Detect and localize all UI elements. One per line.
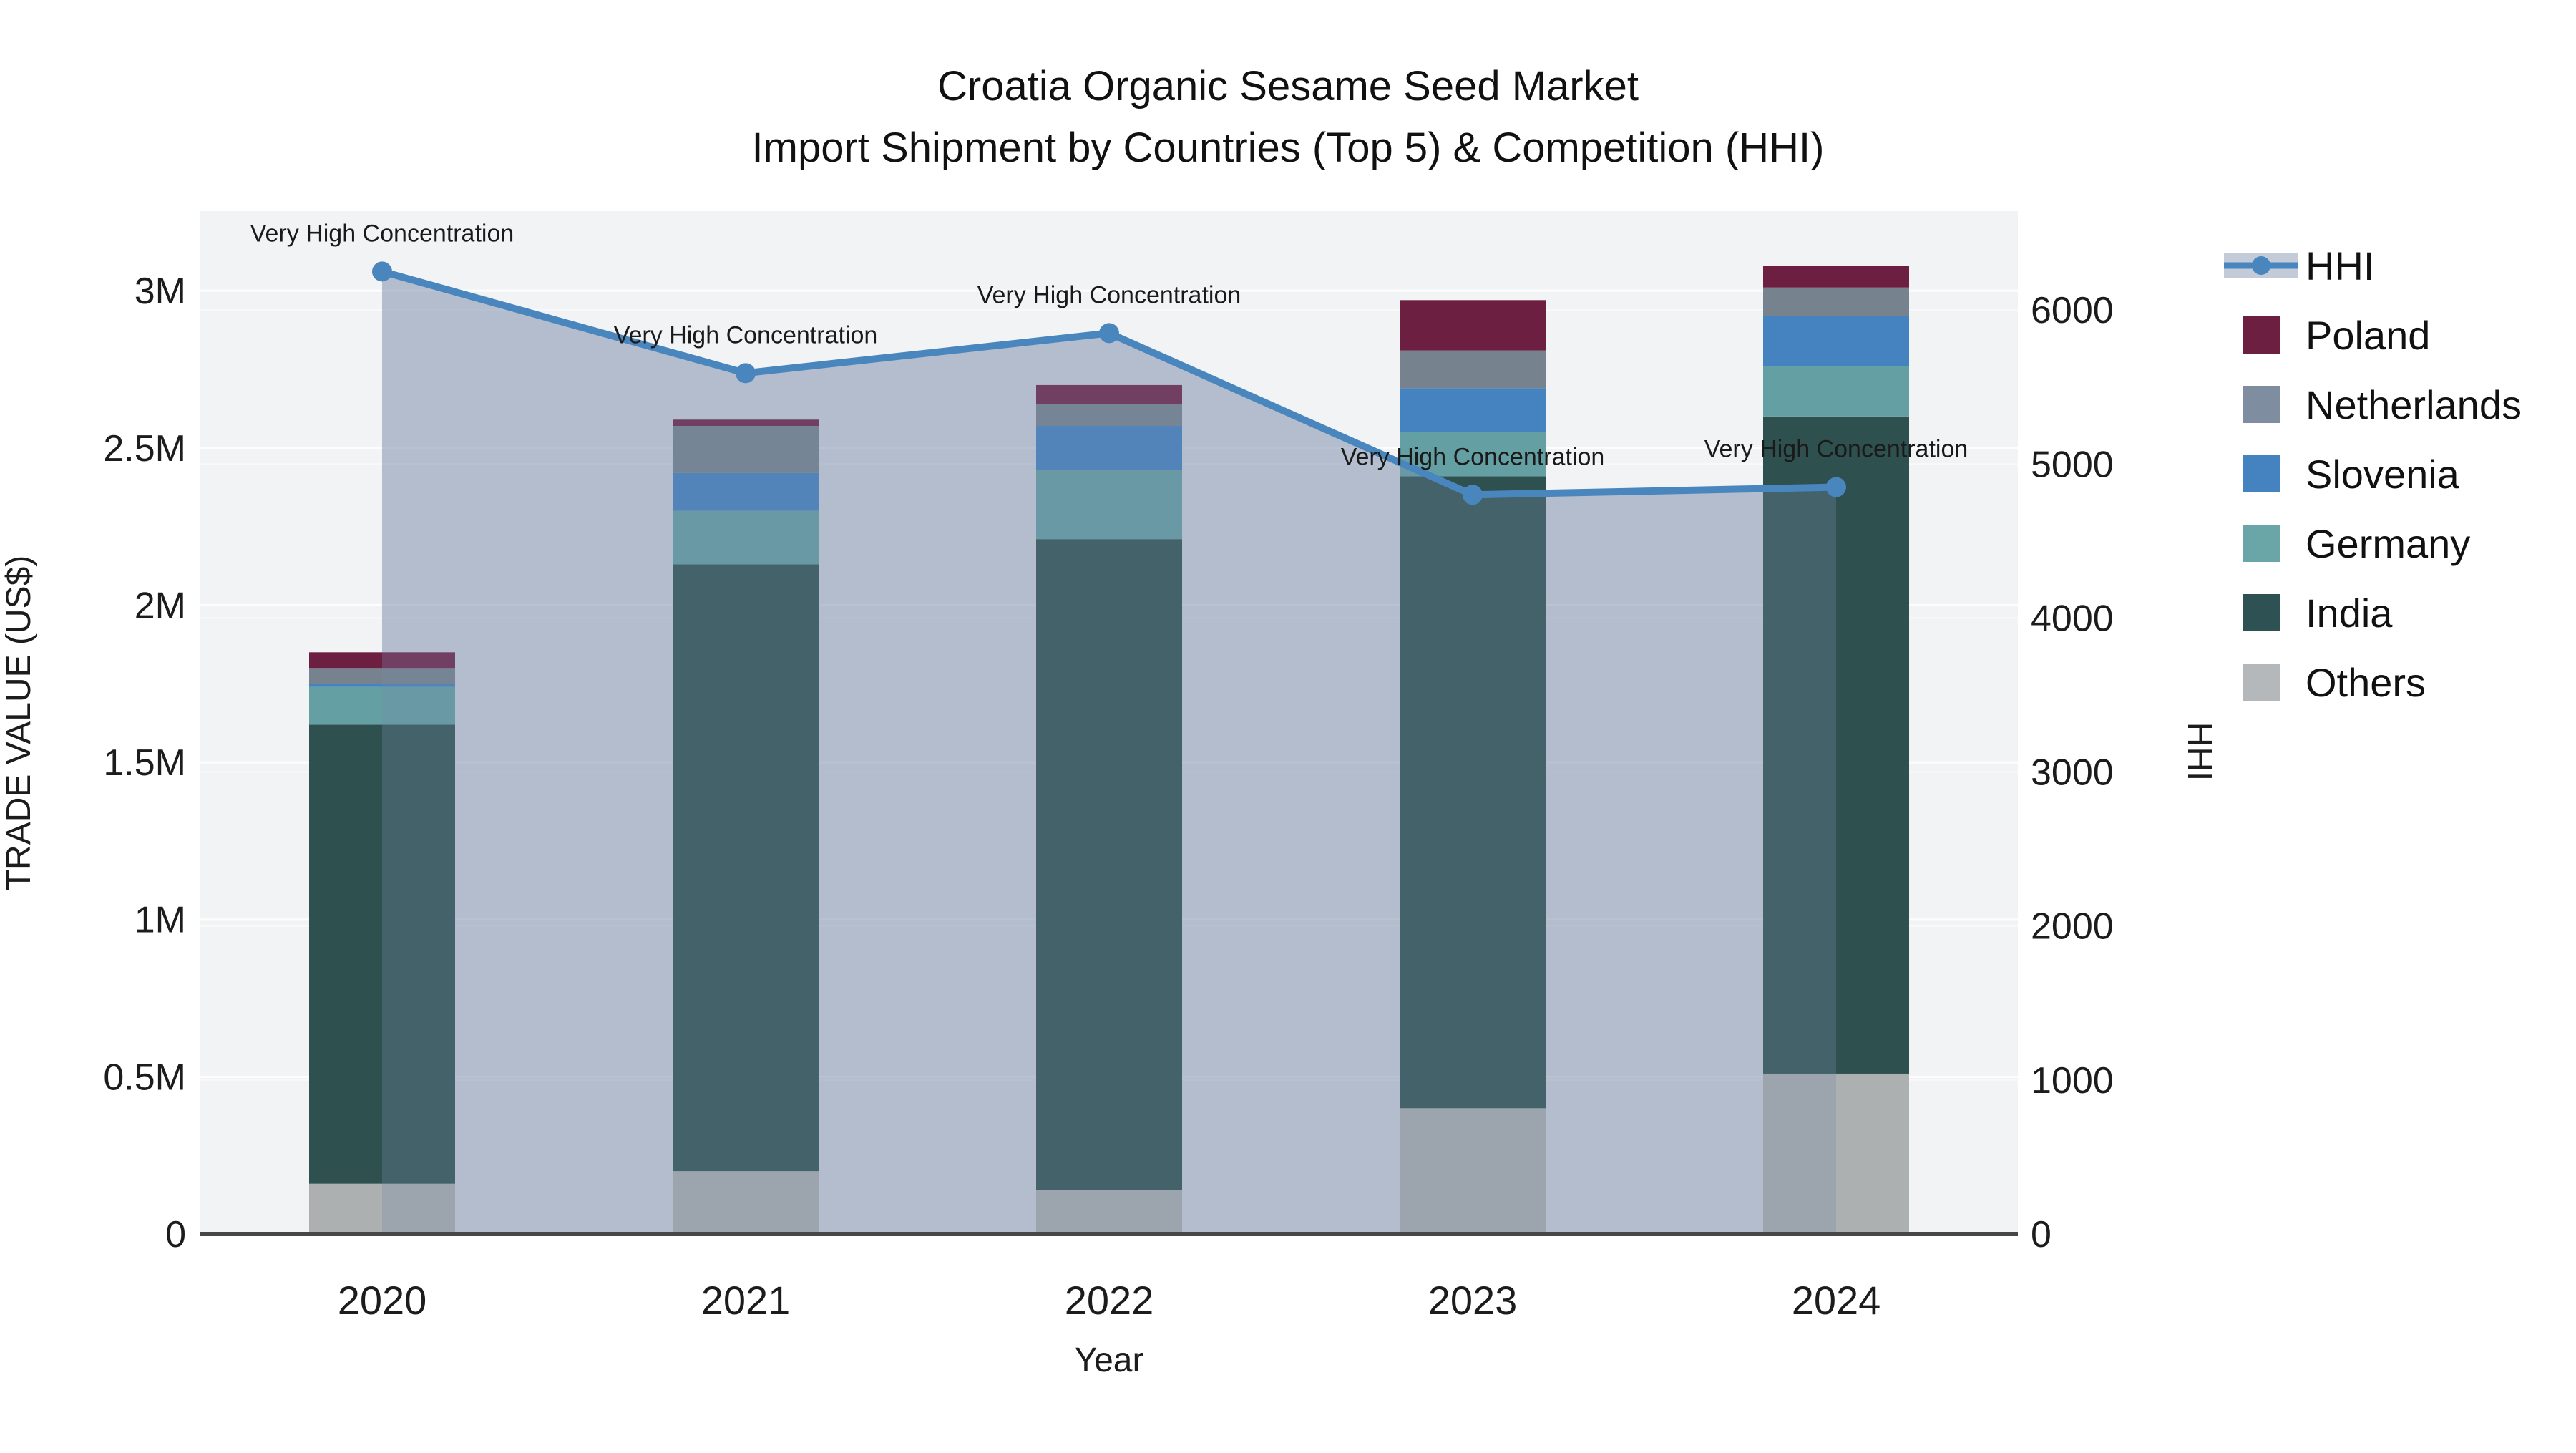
- legend-swatch-germany: [2243, 525, 2280, 562]
- y-axis-right-title: HHI: [2180, 722, 2218, 782]
- hhi-marker-2022[interactable]: [1099, 323, 1119, 344]
- bar-segment-poland-2024[interactable]: [1763, 265, 1909, 288]
- bar-segment-others-2021[interactable]: [673, 1171, 819, 1234]
- bar-segment-netherlands-2023[interactable]: [1400, 350, 1546, 389]
- hhi-marker-2020[interactable]: [372, 261, 392, 282]
- y-right-tick-0: 0: [2031, 1214, 2051, 1255]
- bar-segment-india-2021[interactable]: [673, 564, 819, 1172]
- y-left-tick-2.5M: 2.5M: [103, 428, 186, 470]
- bar-segment-india-2020[interactable]: [309, 724, 455, 1184]
- y-axis-left-title: TRADE VALUE (US$): [0, 555, 38, 891]
- bar-segment-india-2022[interactable]: [1036, 539, 1182, 1190]
- bar-segment-germany-2020[interactable]: [309, 686, 455, 725]
- bar-segment-slovenia-2021[interactable]: [673, 472, 819, 511]
- legend-label-poland: Poland: [2306, 313, 2430, 358]
- legend-item-hhi[interactable]: HHI: [2224, 243, 2374, 288]
- legend-swatch-netherlands: [2243, 386, 2280, 423]
- chart-title-line2: Import Shipment by Countries (Top 5) & C…: [752, 125, 1825, 171]
- y-right-tick-2000: 2000: [2031, 906, 2114, 948]
- y-left-tick-0.5M: 0.5M: [103, 1056, 186, 1098]
- bar-segment-slovenia-2022[interactable]: [1036, 426, 1182, 470]
- legend-item-poland[interactable]: Poland: [2243, 313, 2430, 358]
- y-left-tick-3M: 3M: [135, 271, 186, 312]
- bar-segment-others-2020[interactable]: [309, 1183, 455, 1234]
- y-right-tick-4000: 4000: [2031, 598, 2114, 639]
- legend-item-germany[interactable]: Germany: [2243, 521, 2470, 566]
- x-tick-2020: 2020: [338, 1278, 427, 1323]
- legend-label-hhi: HHI: [2306, 243, 2374, 288]
- legend-item-netherlands[interactable]: Netherlands: [2243, 382, 2522, 427]
- legend-label-india: India: [2306, 591, 2393, 636]
- bar-segment-poland-2020[interactable]: [309, 652, 455, 669]
- x-tick-2024: 2024: [1792, 1278, 1881, 1323]
- y-left-tick-2M: 2M: [135, 585, 186, 626]
- legend-swatch-others: [2243, 664, 2280, 701]
- bar-segment-india-2023[interactable]: [1400, 476, 1546, 1109]
- legend-label-germany: Germany: [2306, 521, 2470, 566]
- annotations: Very High Concentration Very High Concent…: [250, 220, 1968, 470]
- bar-segment-netherlands-2024[interactable]: [1763, 287, 1909, 316]
- legend: HHI Poland Netherlands Slovenia Germany India…: [2224, 243, 2522, 705]
- y-right-tick-3000: 3000: [2031, 752, 2114, 794]
- legend-label-netherlands: Netherlands: [2306, 382, 2522, 427]
- legend-item-india[interactable]: India: [2243, 591, 2393, 636]
- y-left-tick-1M: 1M: [135, 900, 186, 941]
- legend-swatch-india: [2243, 594, 2280, 631]
- bar-segment-poland-2023[interactable]: [1400, 300, 1546, 351]
- hhi-line: [372, 261, 1846, 505]
- stacked-bars: [309, 265, 1909, 1234]
- bar-segment-poland-2021[interactable]: [673, 419, 819, 427]
- annotation-2022: Very High Concentration: [977, 281, 1241, 308]
- y-left-tick-1.5M: 1.5M: [103, 742, 186, 784]
- bar-segment-others-2022[interactable]: [1036, 1190, 1182, 1234]
- bar-segment-germany-2022[interactable]: [1036, 470, 1182, 540]
- annotation-2024: Very High Concentration: [1704, 436, 1968, 463]
- bar-segment-india-2024[interactable]: [1763, 416, 1909, 1074]
- x-tick-2023: 2023: [1428, 1278, 1518, 1323]
- bar-segment-germany-2023[interactable]: [1400, 432, 1546, 477]
- bar-segment-slovenia-2020[interactable]: [309, 684, 455, 687]
- y-right-tick-1000: 1000: [2031, 1060, 2114, 1102]
- y-left-tick-0: 0: [165, 1214, 186, 1255]
- hhi-marker-2023[interactable]: [1463, 485, 1483, 505]
- legend-swatch-poland: [2243, 316, 2280, 354]
- y-right-tick-6000: 6000: [2031, 290, 2114, 331]
- legend-item-others[interactable]: Others: [2243, 660, 2426, 705]
- chart-title-line1: Croatia Organic Sesame Seed Market: [937, 63, 1639, 110]
- bar-segment-netherlands-2020[interactable]: [309, 668, 455, 684]
- annotation-2020: Very High Concentration: [250, 220, 514, 247]
- bar-segment-germany-2024[interactable]: [1763, 366, 1909, 417]
- legend-item-slovenia[interactable]: Slovenia: [2243, 452, 2460, 497]
- legend-hhi-marker-icon: [2252, 256, 2270, 275]
- hhi-area-overlay: [382, 271, 1836, 1234]
- x-tick-2021: 2021: [701, 1278, 791, 1323]
- bar-segment-netherlands-2022[interactable]: [1036, 404, 1182, 427]
- legend-label-others: Others: [2306, 660, 2426, 705]
- y-right-tick-5000: 5000: [2031, 444, 2114, 485]
- bar-segment-others-2023[interactable]: [1400, 1108, 1546, 1234]
- bar-segment-slovenia-2024[interactable]: [1763, 316, 1909, 366]
- bar-segment-slovenia-2023[interactable]: [1400, 388, 1546, 432]
- annotation-2021: Very High Concentration: [614, 321, 878, 349]
- tick-labels: 0 0.5M 1M 1.5M 2M 2.5M 3M 0 1000 2000 3000 4000 5000…: [103, 271, 2113, 1323]
- bar-segment-netherlands-2021[interactable]: [673, 426, 819, 473]
- x-tick-2022: 2022: [1065, 1278, 1154, 1323]
- bar-segment-others-2024[interactable]: [1763, 1073, 1909, 1234]
- x-axis-title: Year: [1075, 1341, 1144, 1379]
- annotation-2023: Very High Concentration: [1341, 443, 1605, 470]
- legend-swatch-slovenia: [2243, 455, 2280, 492]
- hhi-marker-2021[interactable]: [736, 363, 756, 384]
- legend-label-slovenia: Slovenia: [2306, 452, 2460, 497]
- bar-segment-poland-2022[interactable]: [1036, 384, 1182, 404]
- hhi-marker-2024[interactable]: [1826, 477, 1846, 497]
- bar-segment-germany-2021[interactable]: [673, 510, 819, 565]
